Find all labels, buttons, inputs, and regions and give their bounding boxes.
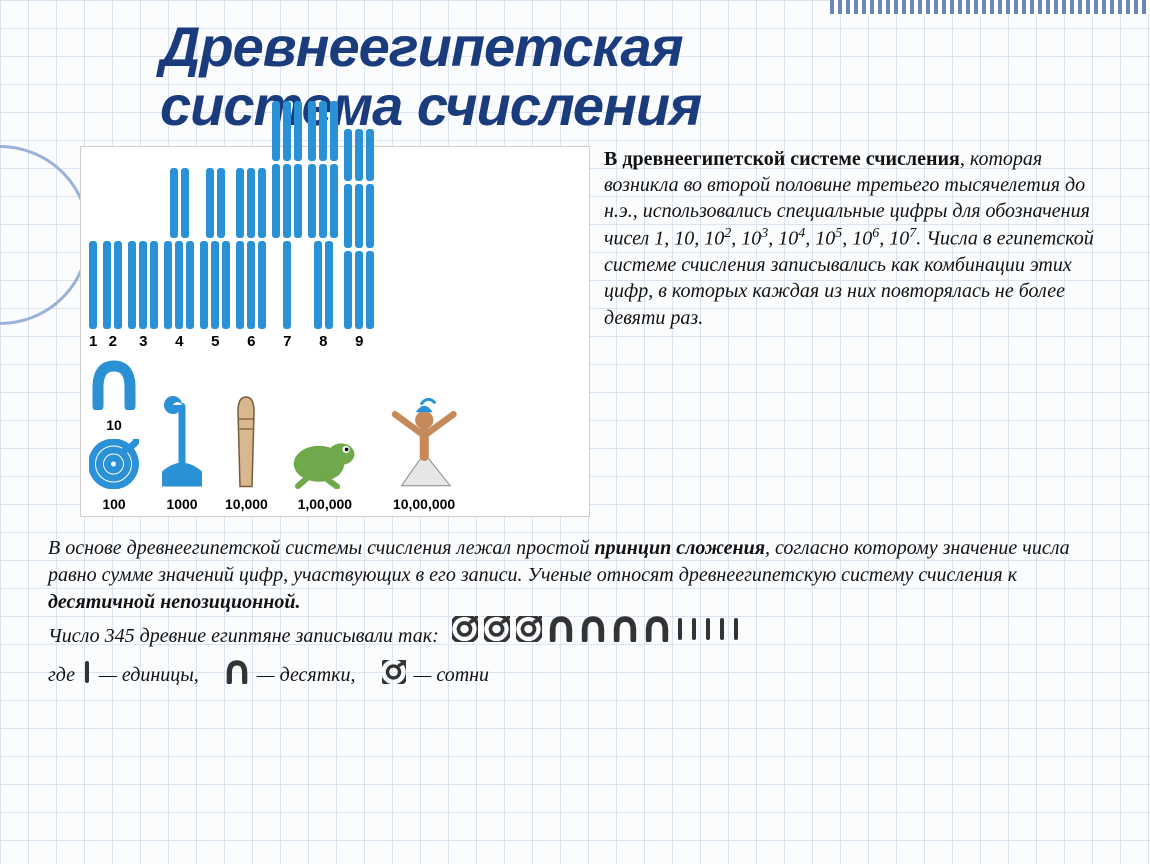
digits-row: 123456789 xyxy=(89,155,581,350)
digit-col-7: 7 xyxy=(272,101,302,350)
digit-col-2: 2 xyxy=(103,241,122,350)
power-col-lotus: 1000 xyxy=(157,394,207,512)
digit-col-8: 8 xyxy=(308,101,338,350)
digit-col-4: 4 xyxy=(164,168,194,350)
legend-hundred-icon xyxy=(382,660,406,692)
powers-row: 10100 1000 10,000 1,00,00010,00,000 xyxy=(89,360,581,512)
bottom-text: В основе древнеегипетской системы счисле… xyxy=(30,535,1120,692)
numerals-figure: 123456789 10100 1000 10,000 1,00,00010,00,0… xyxy=(80,146,590,517)
main-row: 123456789 10100 1000 10,000 1,00,00010,00,0… xyxy=(30,146,1120,517)
digit-col-3: 3 xyxy=(128,241,158,350)
legend-unit-icon xyxy=(83,660,91,692)
title-line-2: система счисления xyxy=(160,74,701,137)
legend-ten-icon xyxy=(225,660,249,692)
power-col-10-100: 10100 xyxy=(89,360,139,512)
legend: где — единицы, — десятки, — сотни xyxy=(48,660,1114,692)
digit-col-9: 9 xyxy=(344,129,374,350)
power-col-finger: 10,000 xyxy=(225,394,268,512)
page-title: Древнеегипетская система счисления xyxy=(160,18,1120,136)
power-col-frog: 1,00,000 xyxy=(286,429,364,512)
digit-col-5: 5 xyxy=(200,168,230,350)
example-345 xyxy=(452,616,740,650)
side-lead: В древнеегипетской системе счисления xyxy=(604,148,960,170)
digit-col-1: 1 xyxy=(89,241,97,350)
side-paragraph: В древнеегипетской системе счисления, ко… xyxy=(604,146,1120,331)
slide-content: Древнеегипетская система счисления 12345… xyxy=(0,0,1150,712)
title-line-1: Древнеегипетская xyxy=(160,15,683,78)
power-col-man: 10,00,000 xyxy=(382,398,467,512)
digit-col-6: 6 xyxy=(236,168,266,350)
